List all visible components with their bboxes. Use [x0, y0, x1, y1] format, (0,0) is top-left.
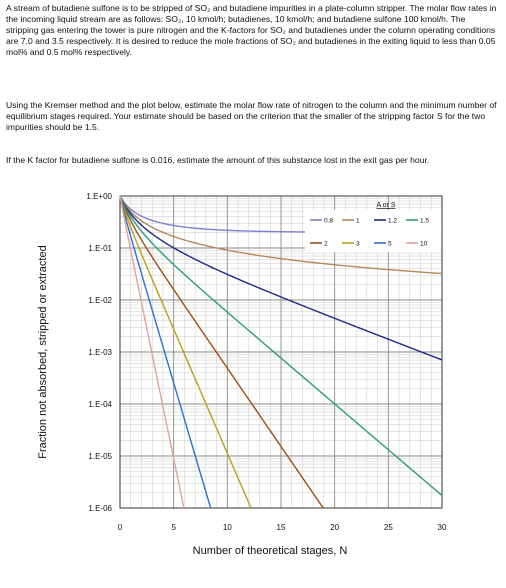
legend-label-0-8: 0.8 — [324, 218, 333, 225]
series-line-2 — [119, 195, 324, 509]
y-tick-label: 1.E+00 — [86, 192, 112, 201]
y-tick-label: 1.E-02 — [88, 296, 112, 305]
legend-label-1-5: 1.5 — [420, 218, 429, 225]
x-axis-label: Number of theoretical stages, N — [193, 545, 348, 557]
x-tick-label: 10 — [223, 523, 232, 532]
series-line-1-5 — [119, 195, 443, 497]
x-tick-label: 30 — [438, 523, 447, 532]
series-line-3 — [119, 195, 252, 509]
chart-series-lines — [119, 195, 443, 509]
x-tick-label: 25 — [384, 523, 393, 532]
series-line-1 — [119, 195, 443, 275]
legend-label-5: 5 — [388, 241, 392, 248]
problem-paragraph-2: Using the Kremser method and the plot be… — [6, 100, 497, 132]
x-tick-label: 5 — [171, 523, 176, 532]
legend-label-1: 1 — [356, 218, 360, 225]
y-axis-label: Fraction not absorbed, stripped or extra… — [37, 245, 49, 458]
legend-label-1-2: 1.2 — [388, 218, 397, 225]
y-tick-label: 1.E-05 — [88, 452, 112, 461]
legend-label-2: 2 — [324, 241, 328, 248]
y-tick-labels: 1.E+00 1.E-01 1.E-02 1.E-03 1.E-04 1.E-05 1.E-… — [86, 192, 112, 513]
legend-title: A or S — [376, 202, 395, 209]
y-tick-label: 1.E-03 — [88, 348, 112, 357]
series-line-10 — [119, 195, 185, 509]
x-tick-labels: 0 5 10 15 20 25 30 — [118, 523, 447, 532]
y-tick-label: 1.E-01 — [88, 244, 112, 253]
x-tick-label: 0 — [118, 523, 123, 532]
kremser-chart: 1.E+00 1.E-01 1.E-02 1.E-03 1.E-04 1.E-05 1.E-… — [37, 192, 447, 557]
legend-label-3: 3 — [356, 241, 360, 248]
chart-legend: A or S 0.8 1 1.2 1.5 2 3 5 10 — [305, 202, 441, 252]
problem-paragraph-3: If the K factor for butadiene sulfone is… — [6, 155, 430, 165]
plot-frame — [119, 195, 443, 509]
series-line-1-2 — [119, 195, 443, 361]
y-tick-label: 1.E-04 — [88, 400, 112, 409]
series-line-5 — [119, 195, 212, 509]
x-tick-label: 20 — [330, 523, 339, 532]
problem-paragraph-1: A stream of butadiene sulfone is to be s… — [6, 3, 497, 57]
legend-label-10: 10 — [420, 241, 428, 248]
y-tick-label: 1.E-06 — [88, 504, 112, 513]
x-tick-label: 15 — [277, 523, 286, 532]
